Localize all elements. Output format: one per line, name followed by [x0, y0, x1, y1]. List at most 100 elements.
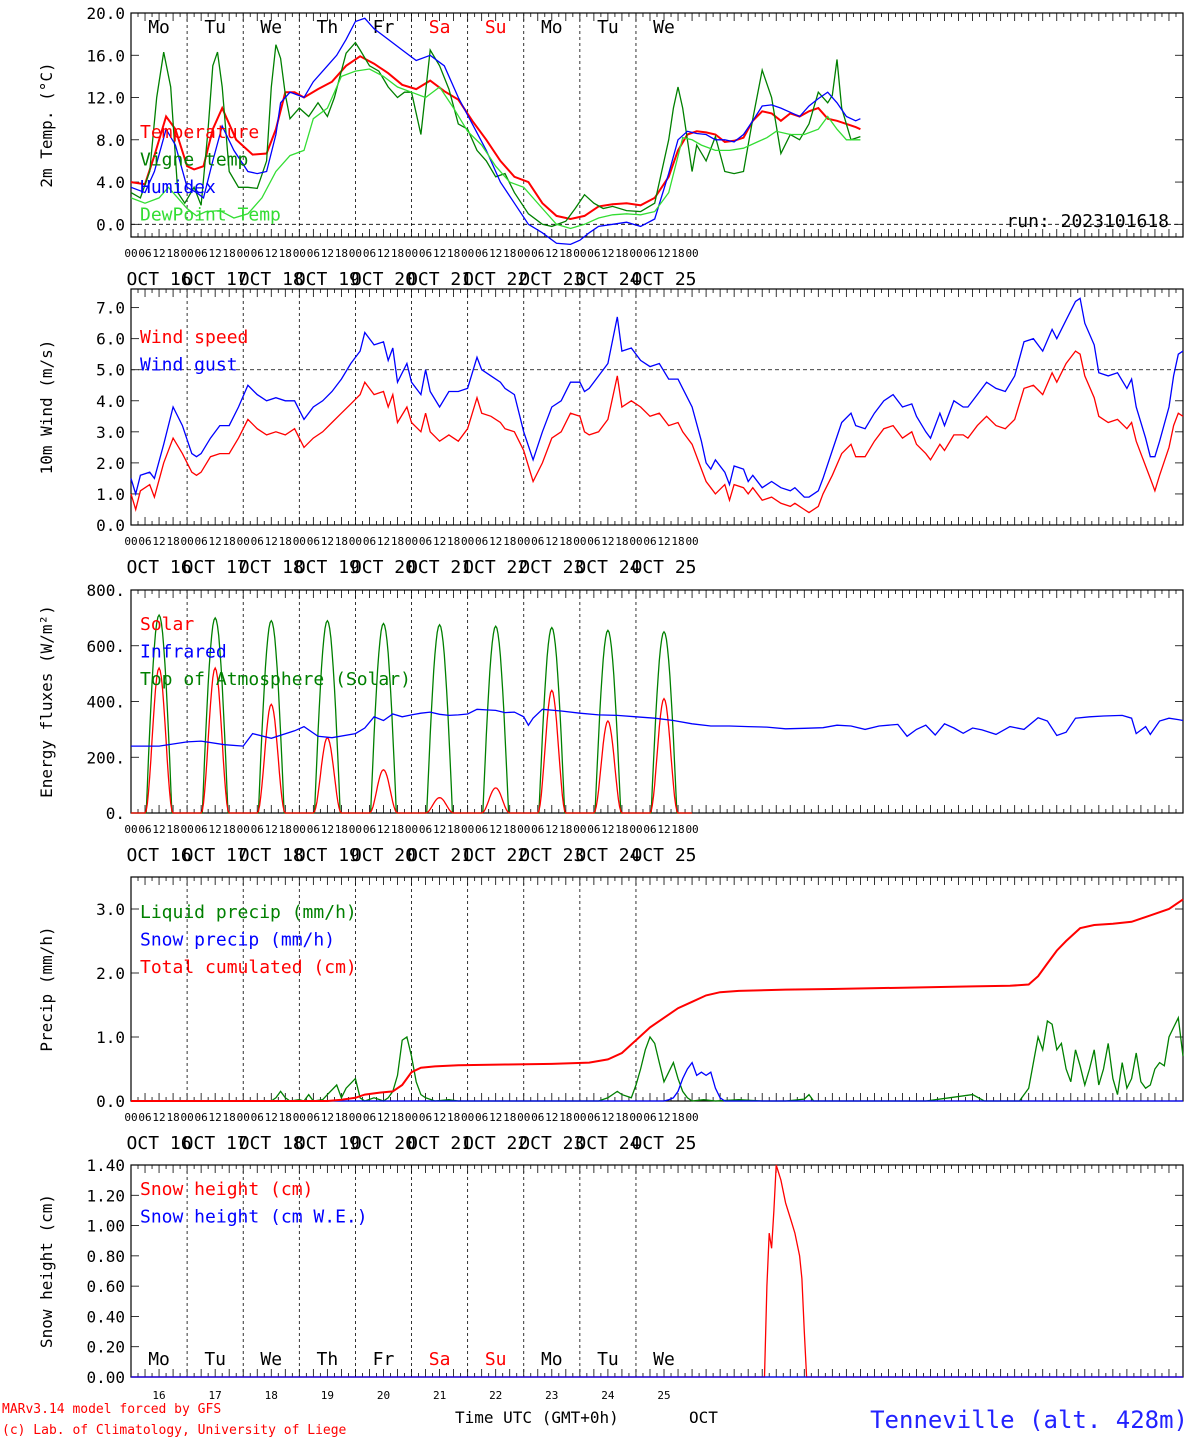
date-label: OCT 23	[519, 1133, 584, 1154]
hour-tick-label: 18	[391, 1111, 404, 1124]
day-number-label: 18	[265, 1389, 278, 1402]
y-tick-label: 1.40	[86, 1156, 125, 1175]
hour-tick-label: 18	[503, 535, 516, 548]
hour-tick-label: 12	[489, 1111, 502, 1124]
hour-tick-label: 18	[335, 1111, 348, 1124]
legend-label: Wind speed	[140, 327, 248, 348]
hour-tick-label: 18	[615, 247, 628, 260]
hour-tick-label: 18	[166, 1111, 179, 1124]
hour-tick-label: 00	[461, 1111, 474, 1124]
hour-tick-label: 06	[531, 535, 544, 548]
day-name-label: Tu	[597, 17, 619, 38]
day-number-label: 16	[152, 1389, 165, 1402]
date-label: OCT 18	[239, 1133, 304, 1154]
series-line-wind-gust	[130, 297, 1184, 498]
hour-tick-label: 18	[559, 247, 572, 260]
date-label: OCT 21	[407, 269, 472, 290]
hour-tick-label: 12	[321, 1111, 334, 1124]
date-label: OCT 24	[575, 845, 640, 866]
hour-tick-label: 00	[461, 535, 474, 548]
hour-tick-label: 00	[293, 823, 306, 836]
hour-tick-label: 18	[503, 1111, 516, 1124]
y-tick-label: 0.80	[86, 1247, 125, 1266]
hour-tick-label: 18	[559, 1111, 572, 1124]
day-name-label: Th	[317, 17, 339, 38]
day-name-label: Tu	[597, 1349, 619, 1370]
date-label: OCT 22	[463, 557, 528, 578]
hour-tick-label: 12	[433, 1111, 446, 1124]
legend-label: Wind gust	[140, 355, 238, 376]
day-name-label: We	[260, 1349, 282, 1370]
date-label: OCT 21	[407, 1133, 472, 1154]
y-tick-label: 20.0	[86, 4, 125, 23]
y-tick-label: 6.0	[96, 330, 125, 349]
y-tick-label: 4.0	[96, 173, 125, 192]
hour-tick-label: 06	[419, 247, 432, 260]
hour-tick-label: 18	[279, 823, 292, 836]
hour-tick-label: 18	[447, 247, 460, 260]
hour-tick-label: 00	[293, 535, 306, 548]
hour-tick-label: 06	[643, 823, 656, 836]
y-tick-label: 2.0	[96, 454, 125, 473]
y-tick-label: 12.0	[86, 89, 125, 108]
day-name-label: Mo	[148, 1349, 170, 1370]
date-label: OCT 16	[127, 1133, 192, 1154]
hour-tick-label: 12	[377, 823, 390, 836]
y-tick-label: 3.0	[96, 900, 125, 919]
day-number-label: 24	[601, 1389, 615, 1402]
hour-tick-label: 06	[419, 823, 432, 836]
hour-tick-label: 06	[195, 823, 208, 836]
hour-tick-label: 12	[489, 823, 502, 836]
hour-tick-label: 06	[419, 535, 432, 548]
hour-tick-label: 12	[377, 247, 390, 260]
y-axis-label: Precip (mm/h)	[37, 926, 56, 1051]
y-axis-label: 10m Wind (m/s)	[37, 340, 56, 475]
hour-tick-label: 06	[587, 823, 600, 836]
series-line-vigne-temp	[130, 41, 861, 228]
series-line-solar	[131, 666, 693, 814]
hour-tick-label: 00	[517, 823, 530, 836]
series-line-infrared	[131, 708, 1184, 747]
hour-tick-label: 06	[475, 823, 488, 836]
date-label: OCT 20	[351, 1133, 416, 1154]
hour-tick-label: 18	[391, 247, 404, 260]
hour-tick-label: 00	[685, 823, 698, 836]
legend-label: Snow height (cm)	[140, 1179, 313, 1200]
hour-tick-label: 00	[349, 535, 362, 548]
hour-tick-label: 18	[223, 535, 236, 548]
legend-label: Total cumulated (cm)	[140, 957, 357, 978]
footer-model-credit: MARv3.14 model forced by GFS	[2, 1402, 221, 1417]
legend-label: DewPoint Temp	[140, 205, 281, 226]
hour-tick-label: 12	[377, 1111, 390, 1124]
y-tick-label: 5.0	[96, 361, 125, 380]
hour-tick-label: 00	[629, 535, 642, 548]
day-name-label: Sa	[429, 17, 451, 38]
hour-tick-label: 06	[643, 535, 656, 548]
hour-tick-label: 00	[685, 1111, 698, 1124]
legend-label: Solar	[140, 614, 194, 635]
hour-tick-label: 18	[447, 823, 460, 836]
y-tick-label: 400.	[86, 693, 125, 712]
hour-tick-label: 12	[152, 823, 165, 836]
y-tick-label: 1.00	[86, 1217, 125, 1236]
legend-label: Top of Atmosphere (Solar)	[140, 669, 411, 690]
hour-tick-label: 00	[237, 247, 250, 260]
hour-tick-label: 06	[138, 247, 151, 260]
hour-tick-label: 12	[545, 1111, 558, 1124]
hour-tick-label: 12	[433, 535, 446, 548]
date-label: OCT 17	[183, 845, 248, 866]
hour-tick-label: 18	[671, 1111, 684, 1124]
hour-tick-label: 12	[433, 247, 446, 260]
hour-tick-label: 00	[685, 247, 698, 260]
hour-tick-label: 06	[363, 247, 376, 260]
date-label: OCT 18	[239, 269, 304, 290]
hour-tick-label: 00	[293, 247, 306, 260]
hour-tick-label: 00	[573, 1111, 586, 1124]
footer-lab-credit: (c) Lab. of Climatology, University of L…	[2, 1423, 347, 1438]
y-tick-label: 16.0	[86, 46, 125, 65]
hour-tick-label: 12	[601, 1111, 614, 1124]
hour-tick-label: 12	[545, 823, 558, 836]
hour-tick-label: 00	[237, 535, 250, 548]
panel-2: 00 06 12 18 00 06 12 18 00 06 12 18 00 06 12 18 00 06 12 18…	[37, 288, 1184, 578]
hour-tick-label: 00	[237, 823, 250, 836]
